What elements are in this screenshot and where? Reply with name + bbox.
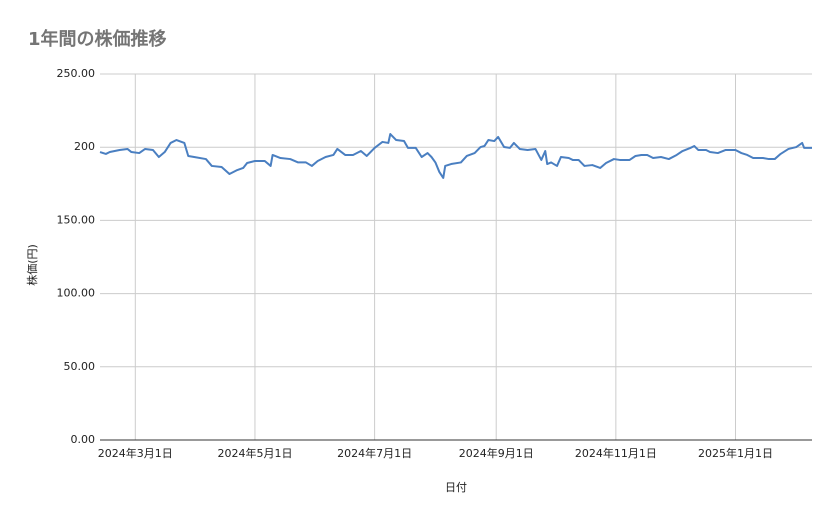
x-tick-label: 2024年5月1日 [217, 446, 292, 460]
y-tick-label: 50.00 [64, 360, 96, 373]
y-tick-label: 0.00 [71, 433, 96, 446]
y-axis-label: 株価(円) [25, 244, 39, 286]
line-series [99, 133, 812, 179]
x-tick-label: 2024年11月1日 [575, 446, 657, 460]
chart-title: 1年間の株価推移 [28, 28, 167, 50]
y-tick-label: 150.00 [57, 213, 96, 226]
x-tick-label: 2025年1月1日 [698, 446, 773, 460]
y-tick-label: 250.00 [57, 67, 96, 80]
x-tick-label: 2024年7月1日 [337, 446, 412, 460]
x-tick-label: 2024年3月1日 [98, 446, 173, 460]
y-tick-label: 200 [74, 140, 95, 153]
x-tick-label: 2024年9月1日 [459, 446, 534, 460]
x-axis-label: 日付 [445, 481, 467, 494]
y-tick-label: 100.00 [57, 287, 96, 300]
